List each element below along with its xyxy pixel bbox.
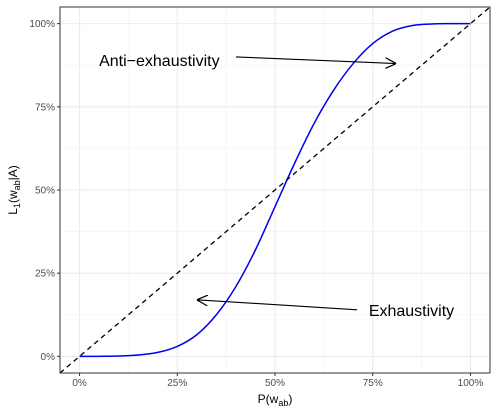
- y-tick-label: 75%: [35, 102, 55, 113]
- x-tick-label: 100%: [458, 378, 484, 389]
- x-tick-label: 75%: [363, 378, 383, 389]
- x-tick-label: 25%: [167, 378, 187, 389]
- series-layer: [59, 6, 491, 374]
- y-tick-label: 0%: [41, 352, 56, 363]
- y-tick-label: 100%: [29, 19, 55, 30]
- x-axis-title: P(wab): [258, 392, 293, 408]
- x-axis-title-suffix: ): [288, 392, 292, 406]
- identity-line: [59, 6, 491, 374]
- annotation-label: Anti−exhaustivity: [99, 53, 220, 70]
- y-axis-title-suffix: |A): [6, 165, 20, 180]
- annotation-arrow: [235, 56, 396, 64]
- annotation-label: Exhaustivity: [369, 303, 454, 320]
- x-tick-label: 50%: [265, 378, 285, 389]
- y-tick-label: 50%: [35, 186, 55, 197]
- sigmoid-curve: [79, 22, 471, 358]
- x-axis-title-main: P(w: [258, 392, 279, 406]
- y-axis-title-sub1: 1: [12, 203, 22, 208]
- x-tick-label: 0%: [72, 378, 87, 389]
- y-axis-title-sub-ab: ab: [12, 180, 22, 190]
- y-axis-title-l: L: [6, 208, 20, 215]
- y-axis-title-w: (w: [6, 190, 20, 203]
- annotation-arrow: [197, 300, 358, 311]
- x-axis-title-sub: ab: [278, 398, 288, 408]
- y-tick-label: 25%: [35, 269, 55, 280]
- y-axis-title: L1(wab|A): [6, 165, 22, 215]
- annotations: Anti−exhaustivity Exhaustivity: [99, 53, 454, 320]
- ticks: 0% 25% 50% 75% 100% 0% 25% 50% 75% 100%: [29, 19, 483, 389]
- grid: [60, 7, 490, 373]
